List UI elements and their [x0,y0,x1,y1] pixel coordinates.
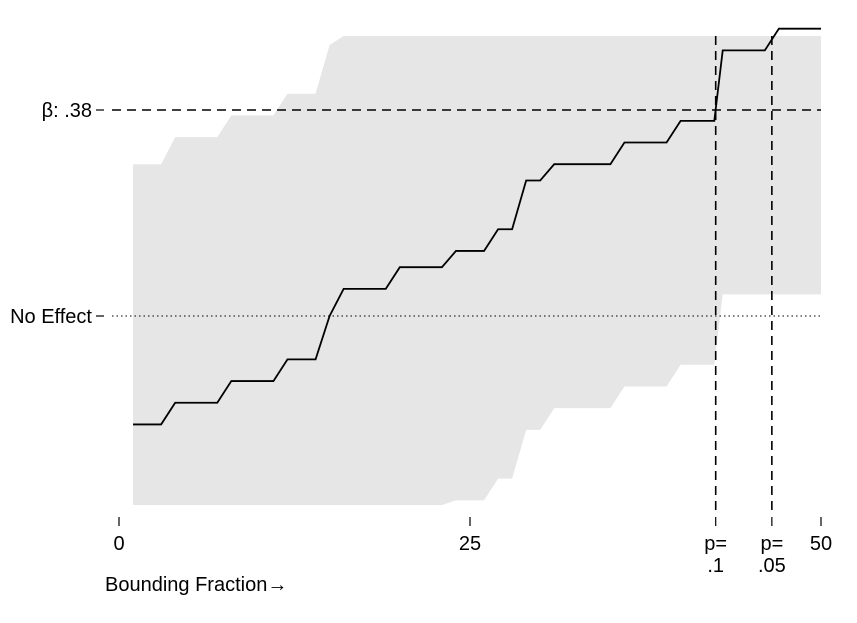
x-tick-label-4: 50 [810,533,832,555]
x-tick-label-3: p= [760,533,783,555]
x-tick-label-3-line1: .05 [758,555,786,577]
x-tick-label-0: 0 [113,533,124,555]
x-axis-label: Bounding Fraction→ [105,574,287,596]
series-layer [133,27,821,426]
estimate-line [133,27,821,426]
band-layer [133,36,822,505]
confidence-band [133,36,822,505]
x-tick-label-2: p= [704,533,727,555]
y-tick-label-1: No Effect [10,306,92,328]
x-tick-label-1: 25 [459,533,481,555]
y-tick-label-0: β: .38 [42,100,92,122]
x-tick-label-2-line1: .1 [707,555,724,577]
y-axis: β: .38 No Effect [10,100,104,328]
